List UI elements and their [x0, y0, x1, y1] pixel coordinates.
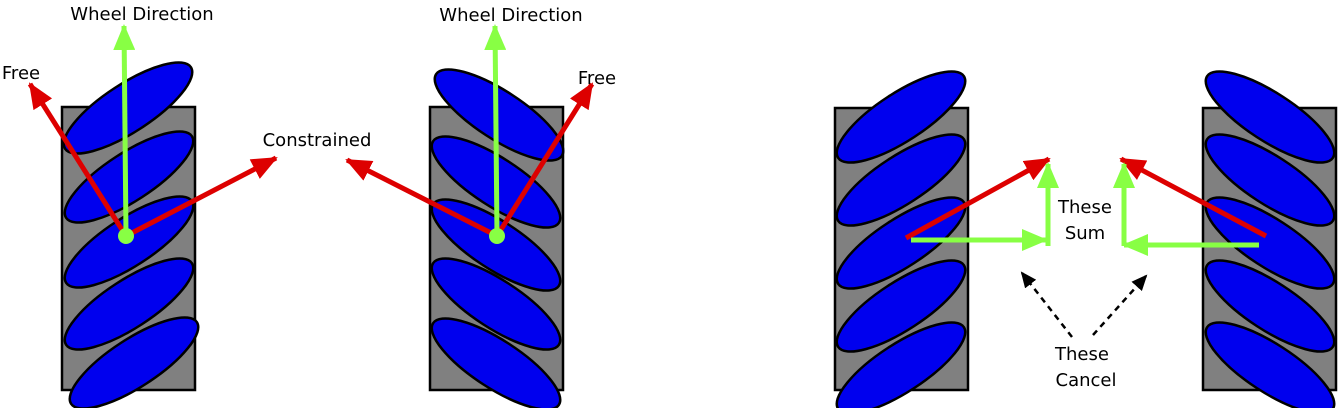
- roller: [835, 133, 967, 227]
- these-cancel-label-line2: Cancel: [1056, 370, 1117, 391]
- resultant-arrow-left: [904, 156, 1051, 241]
- roller: [63, 130, 195, 224]
- roller: [1204, 70, 1336, 164]
- wheel-direction-label-left: Wheel Direction: [70, 4, 213, 25]
- roller: [1204, 259, 1336, 353]
- constrained-arrow-right: [345, 157, 499, 239]
- roller: [835, 259, 967, 353]
- roller: [835, 70, 967, 164]
- roller: [430, 317, 562, 411]
- resultant-arrow-right: [1119, 156, 1268, 239]
- constrained-arrow-left: [124, 155, 278, 239]
- wheel-1: [60, 61, 200, 410]
- constrained-label: Constrained: [263, 130, 372, 151]
- these-sum-label-line1: These: [1057, 197, 1112, 218]
- wheel-direction-arrow-right: [484, 24, 507, 237]
- wheel-direction-label-right: Wheel Direction: [439, 5, 582, 26]
- free-arrow-right: [494, 82, 595, 238]
- wheel-4: [1201, 70, 1338, 413]
- free-label-right: Free: [578, 68, 616, 89]
- wheel-1-center-dot: [118, 228, 134, 244]
- roller: [62, 61, 194, 155]
- roller: [433, 68, 565, 162]
- roller: [68, 316, 200, 410]
- these-sum-label-line2: Sum: [1065, 223, 1105, 244]
- roller: [1204, 133, 1336, 227]
- cancel-pointer-left: [1020, 271, 1073, 338]
- wheel-direction-arrow-left: [113, 24, 136, 237]
- free-arrow-left: [27, 82, 129, 238]
- free-label-left: Free: [2, 63, 40, 84]
- wheel-2-center-dot: [489, 228, 505, 244]
- cancel-pointer-right: [1092, 274, 1148, 336]
- wheel-3: [833, 70, 970, 413]
- roller: [63, 257, 195, 351]
- roller: [430, 257, 562, 351]
- these-cancel-label-line1: These: [1054, 344, 1109, 365]
